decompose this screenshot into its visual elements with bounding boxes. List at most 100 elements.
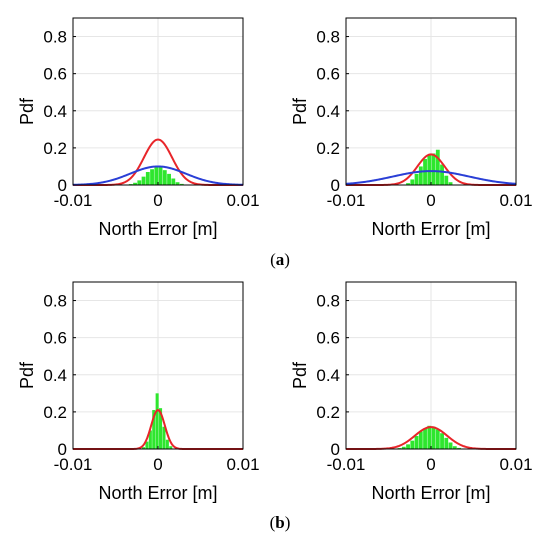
histogram-bar xyxy=(414,173,419,185)
y-tick-label: 0.8 xyxy=(316,28,340,47)
y-tick-label: 0.8 xyxy=(316,292,340,311)
histogram-bar xyxy=(165,439,169,449)
histogram-bar xyxy=(423,428,427,449)
histogram-bar xyxy=(448,442,453,449)
y-tick-label: 0.4 xyxy=(316,102,340,121)
y-tick-label: 0.4 xyxy=(316,366,340,385)
panel-label-b-letter: b xyxy=(275,513,284,532)
histogram-bar xyxy=(414,436,419,449)
histogram-bar xyxy=(452,446,457,449)
x-tick-label: -0.01 xyxy=(327,191,366,210)
histogram-bar xyxy=(401,446,406,449)
x-tick-label: -0.01 xyxy=(327,455,366,474)
histogram-bar xyxy=(162,426,166,449)
histogram-bar xyxy=(427,425,432,449)
y-axis-label: Pdf xyxy=(17,361,37,389)
histogram-bar xyxy=(440,164,444,185)
panel-label-b-open: ( xyxy=(270,513,276,532)
histogram-bar xyxy=(158,167,163,185)
y-tick-label: 0.6 xyxy=(316,329,340,348)
x-tick-label: -0.01 xyxy=(54,455,93,474)
panel-label-b-close: ) xyxy=(285,513,291,532)
histogram-bar xyxy=(440,433,444,449)
panel-label-a-letter: a xyxy=(276,250,285,269)
histogram-bar xyxy=(410,179,415,185)
y-tick-label: 0.8 xyxy=(43,292,67,311)
y-tick-label: 0.6 xyxy=(316,65,340,84)
y-tick-label: 0 xyxy=(331,176,340,195)
histogram-bar xyxy=(148,430,152,449)
histogram-bar xyxy=(418,431,423,449)
x-tick-label: 0 xyxy=(426,191,435,210)
histogram-bar xyxy=(179,183,184,185)
histogram-bar xyxy=(431,426,436,449)
panel-label-a-open: ( xyxy=(270,250,276,269)
x-axis-label: North Error [m] xyxy=(371,219,490,239)
y-tick-label: 0.2 xyxy=(316,139,340,158)
histogram-bar xyxy=(154,166,159,185)
blue-pdf-curve xyxy=(72,165,244,186)
histogram-bar xyxy=(155,393,159,449)
y-tick-label: 0.2 xyxy=(43,403,67,422)
histogram-bar xyxy=(171,178,176,185)
blue-pdf-curve xyxy=(345,170,517,185)
histogram-bar xyxy=(150,169,154,185)
y-tick-label: 0.2 xyxy=(316,403,340,422)
panel-label-b: (b) xyxy=(270,513,291,532)
histogram-bar xyxy=(141,176,146,185)
histogram-bar xyxy=(167,173,171,185)
histogram-bar xyxy=(145,441,149,449)
histogram-bar xyxy=(145,172,150,185)
y-tick-label: 0 xyxy=(58,176,67,195)
y-tick-label: 0.2 xyxy=(43,139,67,158)
histogram-bar xyxy=(152,410,156,449)
histogram-bar xyxy=(435,149,440,185)
x-tick-label: 0.01 xyxy=(226,191,259,210)
y-axis-label: Pdf xyxy=(290,97,310,125)
x-tick-label: 0.01 xyxy=(499,455,532,474)
y-tick-label: 0 xyxy=(331,440,340,459)
y-tick-label: 0.6 xyxy=(43,65,67,84)
histogram-bar xyxy=(410,440,415,449)
histogram-bar xyxy=(175,182,180,185)
x-tick-label: 0 xyxy=(426,455,435,474)
y-tick-label: 0.6 xyxy=(43,329,67,348)
x-tick-label: 0 xyxy=(153,191,162,210)
histogram-bar xyxy=(137,180,142,185)
histogram-bar xyxy=(169,446,173,449)
histogram-bar xyxy=(133,182,137,185)
x-axis-label: North Error [m] xyxy=(371,483,490,503)
y-tick-label: 0.8 xyxy=(43,28,67,47)
y-axis-label: Pdf xyxy=(290,361,310,389)
x-tick-label: 0.01 xyxy=(499,191,532,210)
histogram-bar xyxy=(431,153,436,185)
histogram-bar xyxy=(448,182,453,185)
histogram-bar xyxy=(142,447,146,449)
y-tick-label: 0.4 xyxy=(43,102,67,121)
histogram-bar xyxy=(162,170,167,185)
histogram-bar xyxy=(159,408,163,449)
y-tick-label: 0.4 xyxy=(43,366,67,385)
histogram-bar xyxy=(444,175,449,185)
x-tick-label: 0.01 xyxy=(226,455,259,474)
histogram-bar xyxy=(406,444,410,449)
panel-label-a-close: ) xyxy=(284,250,290,269)
panel-label-a: (a) xyxy=(270,250,290,269)
y-axis-label: Pdf xyxy=(17,97,37,125)
histogram-bar xyxy=(435,429,440,449)
histogram-bar xyxy=(406,183,410,185)
histogram-bar xyxy=(418,166,423,185)
y-tick-label: 0 xyxy=(58,440,67,459)
histogram-bar xyxy=(457,447,461,449)
x-axis-label: North Error [m] xyxy=(98,219,217,239)
histogram-bar xyxy=(444,437,449,449)
x-tick-label: 0 xyxy=(153,455,162,474)
x-axis-label: North Error [m] xyxy=(98,483,217,503)
x-tick-label: -0.01 xyxy=(54,191,93,210)
